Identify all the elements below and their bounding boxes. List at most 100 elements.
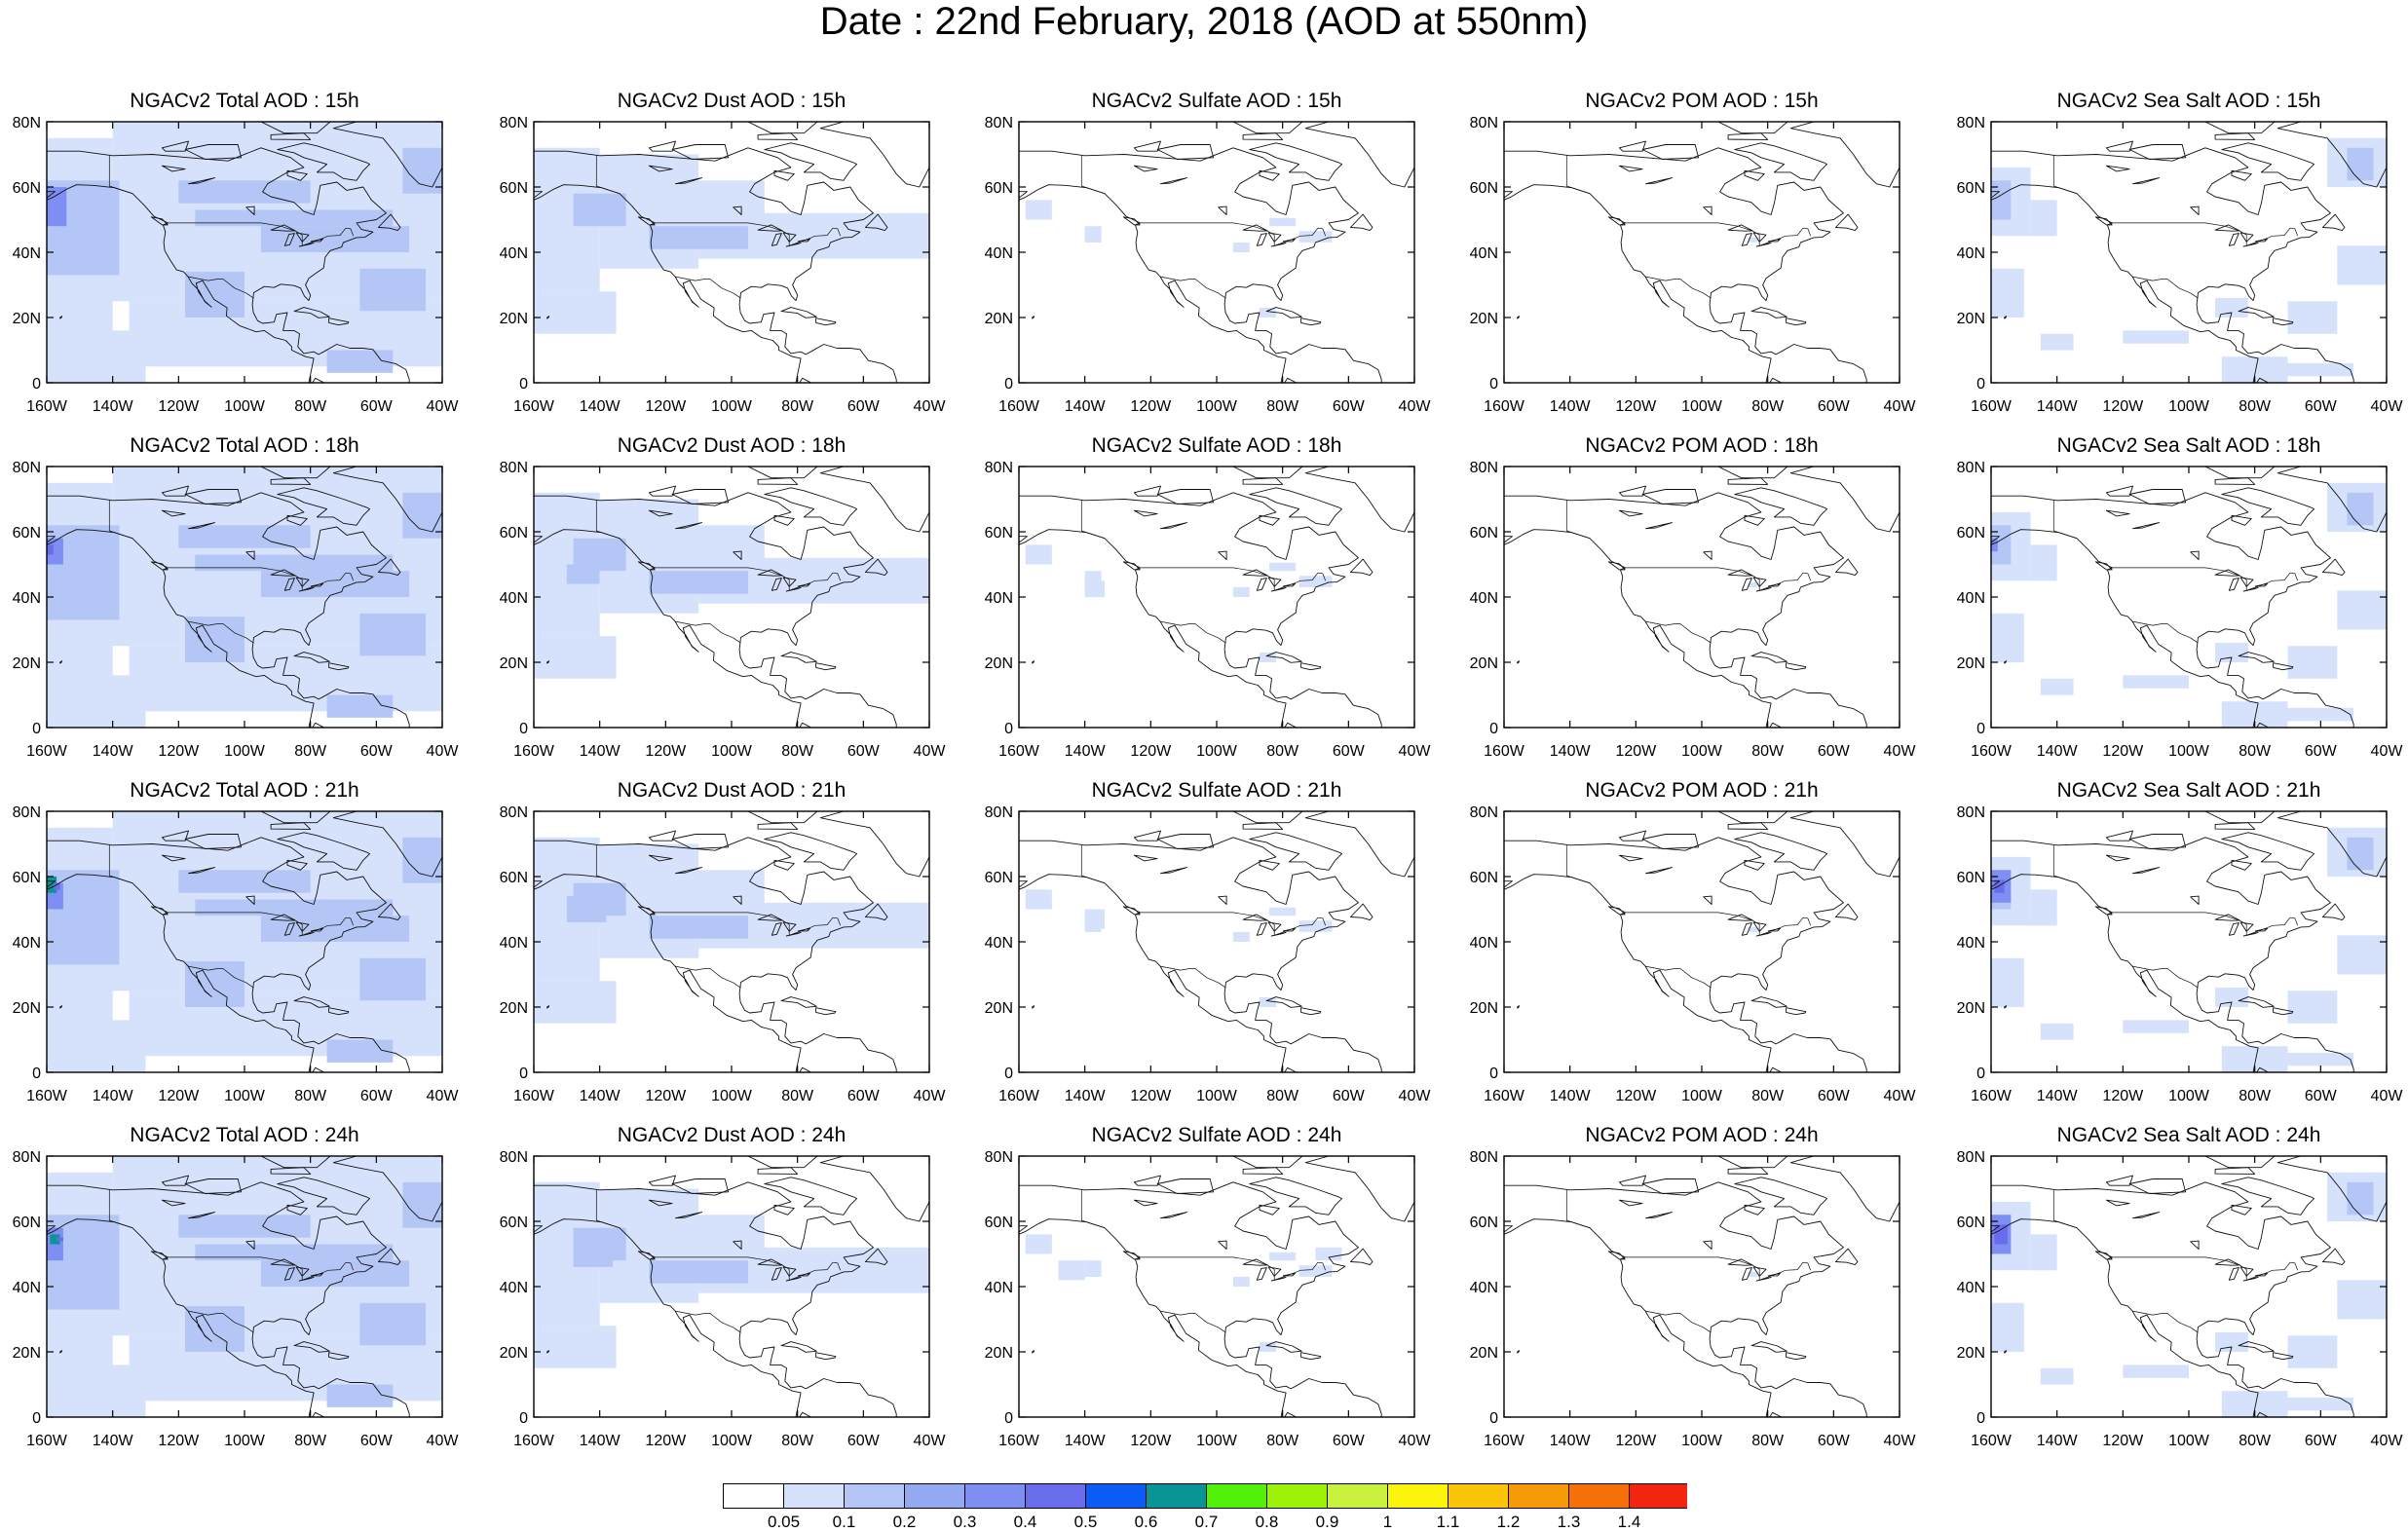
lake	[2242, 586, 2259, 592]
coastline	[332, 811, 442, 878]
lon-label: 60W	[2305, 398, 2338, 415]
aod-cell	[1084, 580, 1105, 598]
country-border	[108, 500, 133, 540]
lake	[1267, 921, 1282, 932]
coastline	[1789, 122, 1900, 188]
aod-cell	[53, 882, 60, 890]
lat-label: 20N	[985, 311, 1013, 327]
lat-label: 0	[1489, 721, 1498, 737]
lon-label: 160W	[1971, 398, 2013, 415]
aod-cell	[195, 209, 394, 227]
aod-cell	[2030, 1234, 2057, 1271]
lon-label: 80W	[781, 398, 814, 415]
coastline	[1265, 996, 1302, 1008]
coastline	[819, 122, 929, 188]
lon-label: 60W	[847, 743, 881, 760]
lake	[2105, 1199, 2130, 1207]
coastline	[1133, 1175, 1161, 1186]
coastlines	[1504, 467, 1900, 728]
coastline	[2204, 1156, 2276, 1169]
lat-label: 20N	[500, 655, 528, 672]
lon-label: 160W	[1484, 1433, 1525, 1449]
colorbar-label: 0.8	[1256, 1513, 1279, 1528]
lake	[733, 550, 742, 560]
lon-label: 160W	[513, 398, 555, 415]
map-panel-sulfate-18h: 0 20N 40N 60N 80N 160W 140W 120W 100W 80W 60W 40W NG…	[972, 434, 1432, 760]
coastline	[2231, 514, 2252, 526]
coastline	[260, 467, 331, 479]
lon-label: 160W	[998, 398, 1040, 415]
lon-label: 80W	[1751, 1433, 1785, 1449]
coastline	[2004, 1005, 2008, 1009]
lake	[1755, 242, 1772, 247]
coastline	[184, 834, 243, 849]
lat-label: 0	[519, 1066, 528, 1082]
aod-field	[1991, 827, 2387, 1072]
lake	[648, 165, 673, 172]
country-border	[188, 276, 254, 299]
map-svg: 0 20N 40N 60N 80N 160W 140W 120W 100W 80W 60W 40W	[1957, 1149, 2404, 1449]
country-border	[2112, 222, 2299, 246]
aod-cell	[1232, 1276, 1250, 1287]
coastline	[637, 906, 656, 916]
lat-label: 60N	[985, 180, 1013, 197]
country-border	[2112, 567, 2299, 591]
lake	[283, 233, 295, 246]
lon-label: 100W	[711, 743, 753, 760]
country-border	[1565, 844, 1591, 884]
map-background	[1504, 122, 1900, 383]
coastline	[2128, 834, 2187, 849]
lat-label: 60N	[1957, 1215, 1985, 1231]
aod-cell	[195, 899, 394, 916]
lat-label: 60N	[1470, 525, 1498, 542]
aod-cell	[359, 1302, 427, 1346]
aod-cell	[195, 1244, 394, 1261]
coastline	[2321, 903, 2346, 921]
country-border	[1625, 222, 1812, 246]
coastline	[534, 1181, 897, 1417]
aod-cell	[129, 301, 442, 367]
coastline	[2238, 652, 2275, 663]
coastline	[648, 1175, 676, 1186]
coastline	[637, 561, 656, 571]
coastline	[780, 307, 817, 318]
lat-label: 60N	[985, 1215, 1013, 1231]
coastline	[864, 903, 888, 921]
lon-label: 140W	[1065, 743, 1107, 760]
coastline	[1032, 316, 1035, 319]
lon-label: 80W	[1266, 1433, 1299, 1449]
lake	[1160, 1212, 1187, 1219]
coastline	[1300, 1352, 1322, 1361]
lat-label: 80N	[1957, 115, 1985, 131]
coastline	[377, 558, 401, 577]
lon-label: 40W	[1884, 1088, 1917, 1104]
lon-label: 140W	[2037, 1433, 2079, 1449]
coastline	[47, 1181, 410, 1417]
coastline	[780, 1341, 817, 1353]
colorbar-swatch	[964, 1483, 1026, 1509]
aod-cell	[573, 1241, 614, 1267]
aod-cell	[2215, 642, 2248, 662]
lon-label: 80W	[1751, 743, 1785, 760]
lake	[2190, 895, 2200, 905]
lon-label: 40W	[1399, 398, 1432, 415]
coastline	[2276, 1156, 2387, 1222]
colorbar-swatch	[844, 1483, 905, 1509]
lake	[161, 1199, 186, 1207]
lat-label: 60N	[13, 1215, 41, 1231]
country-border	[168, 567, 355, 591]
coastline	[2004, 1350, 2008, 1354]
coastline	[1750, 1341, 1787, 1353]
lat-label: 60N	[1957, 525, 1985, 542]
aod-cell	[1269, 1252, 1297, 1261]
lat-label: 40N	[13, 590, 41, 607]
country-border	[1080, 500, 1106, 540]
coastlines	[534, 122, 929, 383]
coastline	[1517, 1005, 1521, 1009]
aod-cell	[260, 1260, 410, 1287]
lake	[2228, 1267, 2239, 1281]
coastline	[293, 652, 330, 663]
lon-label: 160W	[998, 1433, 1040, 1449]
lon-label: 140W	[580, 398, 621, 415]
coastline	[1834, 213, 1859, 232]
